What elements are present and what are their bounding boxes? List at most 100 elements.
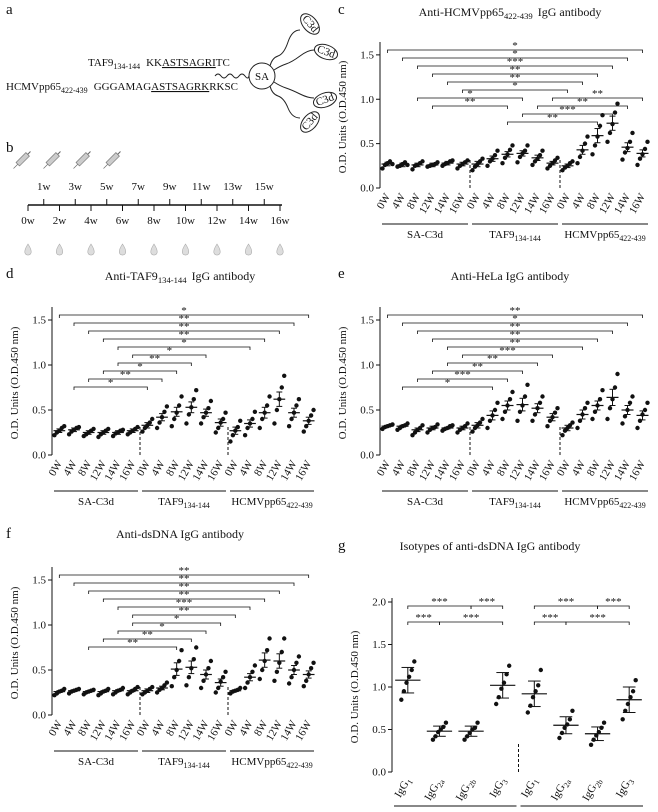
week-label: 6w <box>116 215 130 227</box>
data-point <box>612 385 618 390</box>
significance-label: * <box>467 88 473 100</box>
data-point <box>577 418 583 423</box>
significance-label: ** <box>487 353 498 365</box>
syringe-plunger <box>87 151 91 155</box>
syringe-plunger <box>117 151 121 155</box>
data-point <box>530 418 535 423</box>
blood-drop <box>276 243 284 256</box>
data-point <box>409 667 414 673</box>
significance-label: * <box>512 313 518 325</box>
significance-label: ** <box>127 637 138 649</box>
significance-bracket <box>117 606 251 610</box>
data-point <box>311 407 316 413</box>
data-point <box>169 424 174 429</box>
chart-title: Anti-TAF9134-144 IgG antibody <box>105 269 255 285</box>
significance-bracket <box>102 598 266 602</box>
data-point <box>245 425 250 431</box>
chart-title-sub: 422-439 <box>504 11 533 21</box>
data-point <box>480 416 485 422</box>
c3d <box>312 91 338 109</box>
y-tick-label: 1.5 <box>360 315 374 327</box>
significance-bracket <box>417 330 613 334</box>
significance-label: * <box>159 621 165 633</box>
data-point <box>230 433 236 438</box>
group-label-main: HCMVpp65 <box>231 496 287 508</box>
data-point <box>242 433 248 438</box>
group-label-sub: 134-144 <box>184 501 210 510</box>
arm <box>273 81 315 99</box>
arm <box>273 49 315 71</box>
significance-bracket <box>132 354 207 358</box>
significance-label: *** <box>454 369 471 381</box>
data-point <box>487 418 493 423</box>
y-tick-label: 0.5 <box>360 405 374 417</box>
x-tick-label: 16W <box>627 458 648 483</box>
x-tick-label: IgG2a <box>549 775 574 804</box>
syringe <box>73 151 91 169</box>
data-point <box>304 424 309 429</box>
data-point <box>538 667 544 673</box>
data-point <box>502 409 508 414</box>
significance-label: *** <box>559 104 576 116</box>
data-point <box>208 398 214 404</box>
x-tick-label: 16W <box>293 458 314 483</box>
significance-label: *** <box>605 596 622 608</box>
data-point <box>622 150 628 155</box>
data-point <box>186 675 192 680</box>
taf9-sequence: TAF9134-144 KKASTSAGRITC <box>88 57 230 71</box>
x-tick-label: 4W <box>570 191 589 211</box>
group-label-sub: 422-439 <box>619 234 645 243</box>
blood-drop <box>87 243 95 256</box>
data-point <box>528 703 533 708</box>
data-point <box>630 130 635 136</box>
panel-letter: c <box>338 2 345 18</box>
data-point <box>252 409 258 414</box>
data-point <box>470 168 475 173</box>
group-label-main: HCMVpp65 <box>564 229 620 241</box>
x-tick-label: 4W <box>61 718 80 738</box>
data-point <box>582 406 588 411</box>
data-point <box>540 394 545 399</box>
data-point <box>216 685 221 691</box>
group-label-main: SA-C3d <box>78 496 115 508</box>
group-label-main: SA-C3d <box>78 756 115 768</box>
data-point <box>435 422 440 427</box>
data-point <box>213 430 218 435</box>
x-tick-label: 4W <box>390 458 409 478</box>
data-point <box>257 676 262 682</box>
blood-drop <box>56 243 63 256</box>
data-point <box>135 424 140 430</box>
significance-label: ** <box>510 64 521 76</box>
x-tick-label: 0W <box>375 458 394 478</box>
group-label: HCMVpp65422-439 <box>564 496 645 510</box>
data-point <box>223 410 228 415</box>
data-point <box>194 388 199 393</box>
group-label: SA-C3d <box>78 756 115 768</box>
data-point <box>635 162 640 168</box>
data-point <box>630 394 635 399</box>
syringe-needle <box>13 164 18 169</box>
data-point <box>601 720 607 725</box>
data-point <box>179 648 184 653</box>
data-point <box>517 154 523 160</box>
data-point <box>106 686 111 692</box>
y-tick-label: 0.5 <box>360 138 374 150</box>
significance-bracket <box>432 338 598 342</box>
significance-label: ** <box>179 581 190 593</box>
data-point <box>250 416 255 422</box>
group-label-sub: 134-144 <box>515 501 541 510</box>
x-tick-label: 4W <box>480 191 499 211</box>
x-tick-label: 4W <box>237 458 256 478</box>
data-point <box>515 160 520 165</box>
week-label: 13w <box>223 181 242 193</box>
data-point <box>220 675 226 680</box>
data-point <box>91 687 96 692</box>
data-point <box>582 141 588 146</box>
data-point <box>272 678 277 683</box>
significance-bracket <box>462 354 553 358</box>
chart-title-main: Anti-TAF9 <box>105 269 158 283</box>
data-point <box>420 423 425 428</box>
week-label: 10w <box>176 215 195 227</box>
data-point <box>91 426 96 432</box>
